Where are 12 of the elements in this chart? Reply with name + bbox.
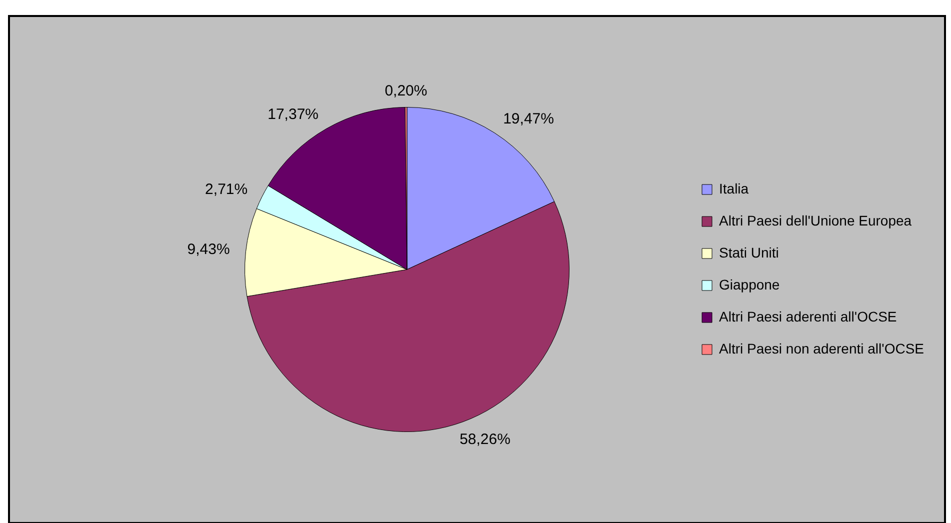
data-label: 58,26% (460, 430, 510, 448)
legend-label: Giappone (719, 276, 780, 292)
legend-label: Stati Uniti (719, 244, 779, 260)
legend-label: Altri Paesi non aderenti all'OCSE (719, 340, 924, 356)
legend-label: Italia (719, 180, 749, 196)
data-label: 0,20% (384, 82, 428, 100)
legend-label: Altri Paesi dell'Unione Europea (719, 212, 912, 228)
data-label: 2,71% (205, 180, 248, 198)
legend-label: Altri Paesi aderenti all'OCSE (719, 308, 897, 324)
data-label: 17,37% (268, 106, 318, 123)
data-label: 19,47% (503, 110, 554, 128)
data-label: 9,43% (187, 241, 230, 258)
